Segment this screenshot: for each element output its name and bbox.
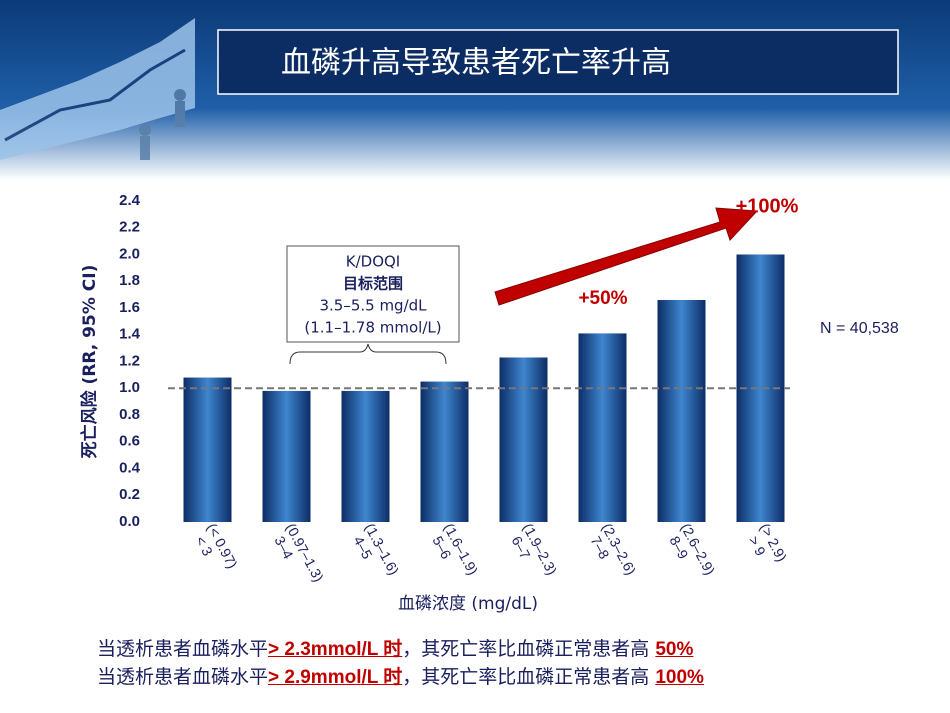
footer-highlight: 50% (655, 639, 694, 660)
y-axis-label: 死亡风险 (RR, 95% CI) (79, 265, 100, 459)
y-tick-label: 1.4 (119, 326, 141, 343)
y-tick-label: 0.4 (119, 459, 141, 476)
annotation: +100% (736, 195, 799, 217)
trend-arrow (494, 207, 759, 306)
footer-highlight: > 2.9mmol/L 时 (268, 667, 403, 688)
footer-highlight: 100% (655, 667, 704, 688)
y-tick-label: 0.8 (119, 406, 140, 423)
footer-line: 当透析患者血磷水平> 2.3mmol/L 时，其死亡率比血磷正常患者高 50% (97, 634, 693, 661)
x-tick-label-group: 5–6(1.6–1.9) (430, 521, 482, 578)
y-tick-label: 1.2 (119, 352, 140, 369)
footer-text: ，其死亡率比血磷正常患者高 (402, 666, 656, 688)
chart: 血磷升高导致患者死亡率升高 0.0 0.2 0.4 0.6 0.8 1.0 1.2 1.4 1.… (0, 0, 950, 614)
x-tick-label-group: 8–9(2.6–2.9) (667, 521, 719, 578)
x-tick-label-group: < 3(< 0.97) (193, 521, 241, 571)
x-tick-label-group: 3–4(0.97–1.3) (272, 521, 327, 585)
annotation: 3.5–5.5 mg/dL (319, 297, 427, 315)
footer-text: 当透析患者血磷水平 (97, 638, 269, 660)
annotation: +50% (578, 288, 627, 309)
x-tick-label-group: 4–5(1.3–1.6) (351, 521, 403, 578)
bar (341, 390, 390, 522)
x-tick-label-group: 6–7(1.9–2.3) (509, 521, 561, 578)
footer-highlight: > 2.3mmol/L 时 (268, 639, 403, 660)
y-tick-label: 2.2 (119, 219, 140, 236)
x-tick-label-group: 7–8(2.3–2.6) (588, 521, 640, 578)
y-tick-label: 0.6 (119, 433, 140, 450)
annotation: 目标范围 (343, 275, 403, 293)
sample-size: N = 40,538 (820, 320, 899, 337)
footer-line: 当透析患者血磷水平> 2.9mmol/L 时，其死亡率比血磷正常患者高 100% (97, 662, 704, 689)
bar (499, 357, 548, 522)
bar (183, 377, 232, 522)
header-graphic (0, 18, 195, 160)
bar (420, 381, 469, 522)
target-brace (289, 343, 447, 365)
footer-text: 当透析患者血磷水平 (97, 666, 269, 688)
y-tick-label: 1.6 (119, 299, 140, 316)
bar (657, 299, 706, 522)
x-axis-label: 血磷浓度 (mg/dL) (398, 594, 538, 614)
footer-text: ，其死亡率比血磷正常患者高 (402, 638, 656, 660)
annotation: K/DOQI (346, 253, 400, 271)
x-tick-label-group: > 9(> 2.9) (746, 521, 791, 565)
target-box (286, 245, 460, 343)
y-tick-label: 0.2 (119, 486, 140, 503)
y-tick-label: 2.4 (119, 192, 141, 209)
bar (262, 390, 311, 522)
title-box (217, 29, 899, 95)
chart-title: 血磷升高导致患者死亡率升高 (281, 46, 671, 81)
y-tick-label: 1.0 (119, 379, 140, 396)
y-tick-label: 0.0 (119, 513, 140, 530)
bar (578, 333, 627, 522)
y-tick-label: 2.0 (119, 245, 140, 262)
annotation: (1.1–1.78 mmol/L) (304, 319, 441, 337)
y-tick-label: 1.8 (119, 272, 140, 289)
